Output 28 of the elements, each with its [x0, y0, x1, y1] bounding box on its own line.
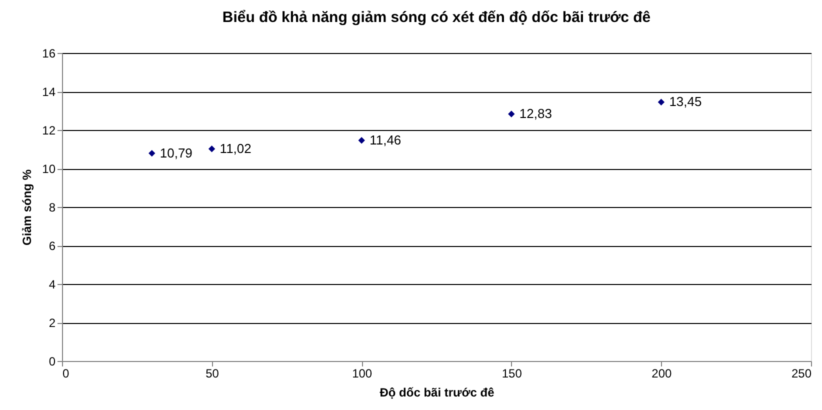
y-tick-label: 16 — [42, 46, 56, 60]
x-tick-label: 50 — [206, 366, 220, 380]
y-tick-label: 4 — [48, 278, 56, 292]
y-tick-label: 6 — [48, 239, 56, 253]
x-axis-title: Độ dốc bãi trước đê — [380, 386, 495, 400]
y-tick-label: 10 — [42, 162, 56, 176]
y-tick-label: 0 — [48, 354, 56, 368]
data-label: 13,45 — [669, 94, 702, 110]
x-tick-label: 150 — [502, 366, 522, 380]
data-label: 11,02 — [220, 140, 252, 156]
y-tick-label: 2 — [48, 316, 56, 330]
point — [208, 146, 216, 152]
y-tick-label: 12 — [42, 124, 56, 138]
point — [358, 137, 365, 144]
x-tick-label: 100 — [352, 366, 372, 380]
chart-title: Biểu đồ khả năng giảm sóng có xét đến độ dốc bãi trước đê — [222, 9, 651, 26]
point — [508, 110, 515, 118]
data-label: 12,83 — [519, 106, 552, 122]
x-tick-label: 250 — [791, 366, 812, 380]
data-label: 10,79 — [160, 145, 192, 160]
point — [658, 98, 665, 106]
y-tick-label: 14 — [42, 85, 56, 99]
x-tick-label: 0 — [62, 366, 70, 380]
point — [148, 150, 156, 157]
y-tick-label: 8 — [48, 200, 56, 214]
y-axis-title: Giảm sóng % — [20, 169, 34, 246]
data-label: 11,46 — [370, 132, 402, 148]
x-tick-label: 200 — [652, 366, 672, 380]
